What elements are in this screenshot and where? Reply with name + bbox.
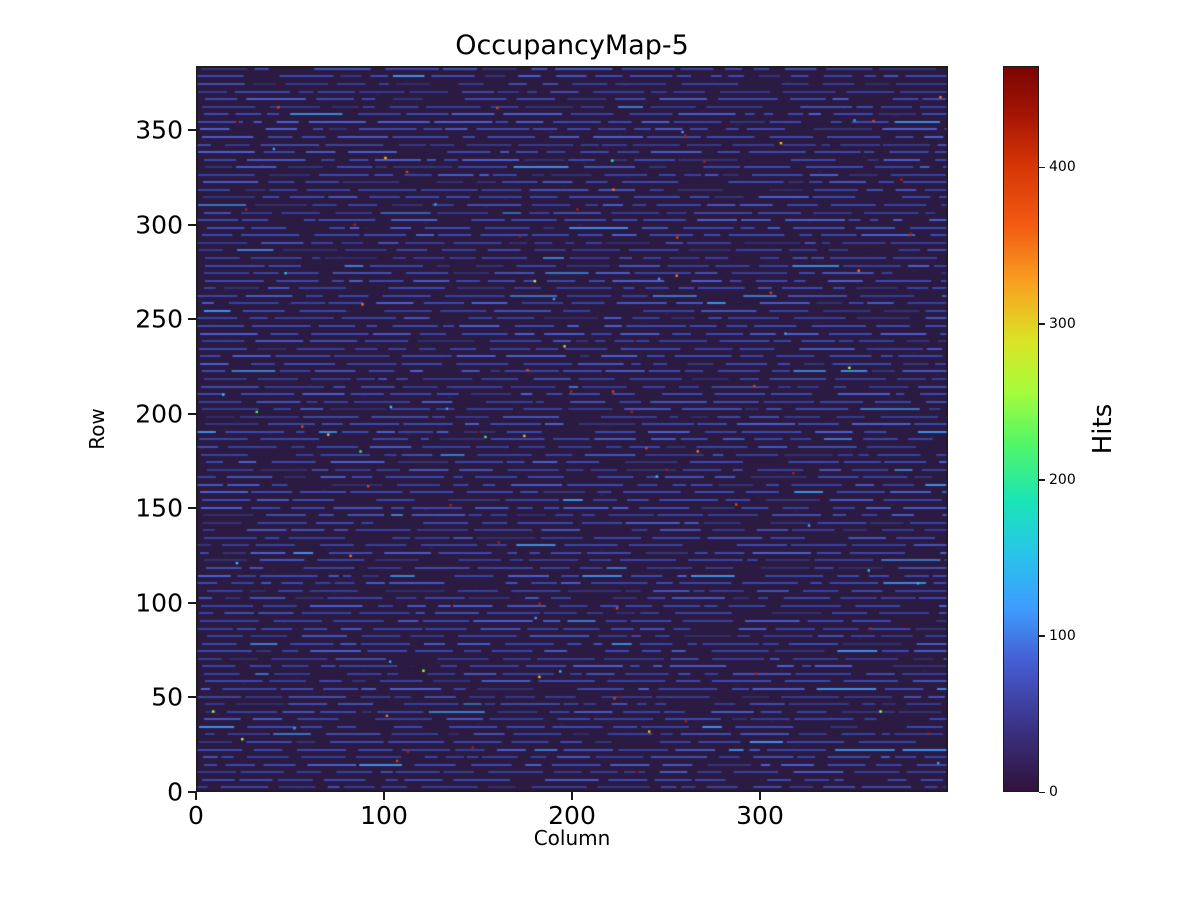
colorbar	[1003, 66, 1039, 792]
y-tick-label: 50	[151, 682, 183, 712]
y-tick-label: 350	[135, 115, 183, 145]
y-tick-mark	[188, 601, 196, 604]
x-tick-label: 100	[360, 801, 408, 830]
chart-title: OccupancyMap-5	[455, 30, 689, 61]
x-tick-label: 0	[188, 801, 204, 830]
colorbar-tick-label: 400	[1049, 159, 1076, 176]
colorbar-tick-mark	[1039, 791, 1045, 793]
colorbar-tick-label: 0	[1049, 784, 1058, 800]
y-tick-label: 100	[135, 588, 183, 618]
colorbar-tick-label: 100	[1049, 627, 1076, 644]
x-tick-mark	[571, 792, 573, 800]
y-tick-label: 0	[167, 777, 183, 807]
colorbar-tick-mark	[1039, 635, 1045, 637]
heatmap-plot	[196, 66, 948, 792]
y-tick-label: 200	[135, 399, 183, 429]
colorbar-tick-mark	[1039, 479, 1045, 481]
colorbar-label-text: Hits	[1088, 403, 1118, 455]
x-tick-label: 300	[736, 801, 784, 830]
y-axis-label-text: Row	[85, 408, 109, 450]
y-tick-mark	[188, 696, 196, 699]
x-tick-mark	[383, 792, 385, 800]
y-tick-mark	[188, 318, 196, 321]
x-axis-label: Column	[533, 826, 611, 850]
x-tick-label: 200	[548, 801, 596, 830]
x-tick-mark	[195, 792, 197, 800]
colorbar-tick-label: 200	[1049, 471, 1076, 488]
y-tick-label: 250	[135, 304, 183, 334]
y-tick-mark	[188, 791, 196, 793]
y-tick-label: 300	[135, 210, 183, 240]
x-tick-mark	[759, 792, 761, 800]
colorbar-tick-label: 300	[1049, 315, 1076, 332]
colorbar-tick-mark	[1039, 166, 1045, 169]
y-tick-mark	[188, 129, 196, 132]
y-tick-mark	[188, 223, 196, 226]
colorbar-tick-mark	[1039, 323, 1045, 325]
y-tick-mark	[188, 412, 196, 415]
y-tick-label: 150	[135, 493, 183, 523]
y-tick-mark	[188, 507, 196, 510]
